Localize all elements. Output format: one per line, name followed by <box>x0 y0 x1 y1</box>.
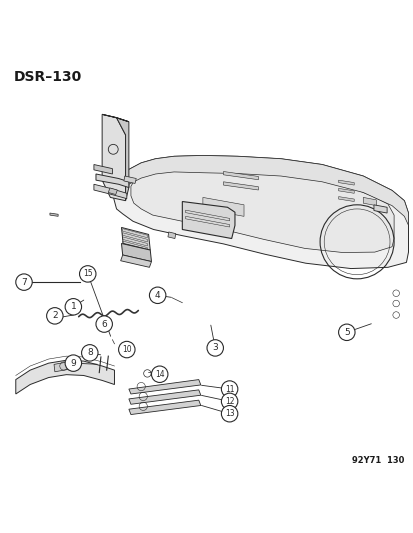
Circle shape <box>96 316 112 332</box>
Polygon shape <box>338 188 354 193</box>
Polygon shape <box>202 197 243 216</box>
Text: 14: 14 <box>154 370 164 379</box>
Polygon shape <box>94 184 126 199</box>
Polygon shape <box>131 168 393 253</box>
Circle shape <box>65 355 81 372</box>
Polygon shape <box>108 188 117 195</box>
Circle shape <box>221 393 237 409</box>
Circle shape <box>81 345 98 361</box>
Polygon shape <box>128 390 200 404</box>
Text: 9: 9 <box>70 359 76 368</box>
Text: 8: 8 <box>87 349 93 357</box>
Circle shape <box>221 406 237 422</box>
Polygon shape <box>128 400 200 415</box>
Circle shape <box>16 274 32 290</box>
Polygon shape <box>16 360 114 394</box>
Text: DSR–130: DSR–130 <box>14 70 82 84</box>
Polygon shape <box>128 379 200 394</box>
Polygon shape <box>96 174 128 188</box>
Polygon shape <box>223 172 258 180</box>
Circle shape <box>65 298 81 315</box>
Text: 1: 1 <box>70 302 76 311</box>
Polygon shape <box>168 232 176 239</box>
Polygon shape <box>373 205 386 213</box>
Text: 6: 6 <box>101 320 107 328</box>
Circle shape <box>79 265 96 282</box>
Polygon shape <box>94 165 112 174</box>
Polygon shape <box>338 180 354 185</box>
Circle shape <box>206 340 223 356</box>
Text: 2: 2 <box>52 311 57 320</box>
Text: 10: 10 <box>122 345 131 354</box>
Polygon shape <box>338 197 354 201</box>
Text: 12: 12 <box>224 397 234 406</box>
Polygon shape <box>54 361 73 372</box>
Circle shape <box>118 341 135 358</box>
Polygon shape <box>102 115 125 201</box>
Circle shape <box>221 381 237 397</box>
Text: 7: 7 <box>21 278 27 287</box>
Circle shape <box>149 287 166 303</box>
Circle shape <box>151 366 168 383</box>
Text: 3: 3 <box>212 343 218 352</box>
Text: 15: 15 <box>83 269 93 278</box>
Text: 5: 5 <box>343 328 349 337</box>
Polygon shape <box>115 156 408 225</box>
Circle shape <box>47 308 63 324</box>
Text: 92Y71  130: 92Y71 130 <box>351 456 404 465</box>
Polygon shape <box>362 197 375 206</box>
Polygon shape <box>50 213 58 216</box>
Polygon shape <box>121 244 151 262</box>
Polygon shape <box>102 115 128 122</box>
Polygon shape <box>120 255 151 268</box>
Circle shape <box>338 324 354 341</box>
Text: 11: 11 <box>224 384 234 393</box>
Polygon shape <box>113 156 408 269</box>
Text: 4: 4 <box>154 291 160 300</box>
Polygon shape <box>123 176 136 183</box>
Polygon shape <box>121 228 150 250</box>
Polygon shape <box>116 118 128 201</box>
Polygon shape <box>182 201 235 239</box>
Polygon shape <box>223 182 258 190</box>
Text: 13: 13 <box>224 409 234 418</box>
